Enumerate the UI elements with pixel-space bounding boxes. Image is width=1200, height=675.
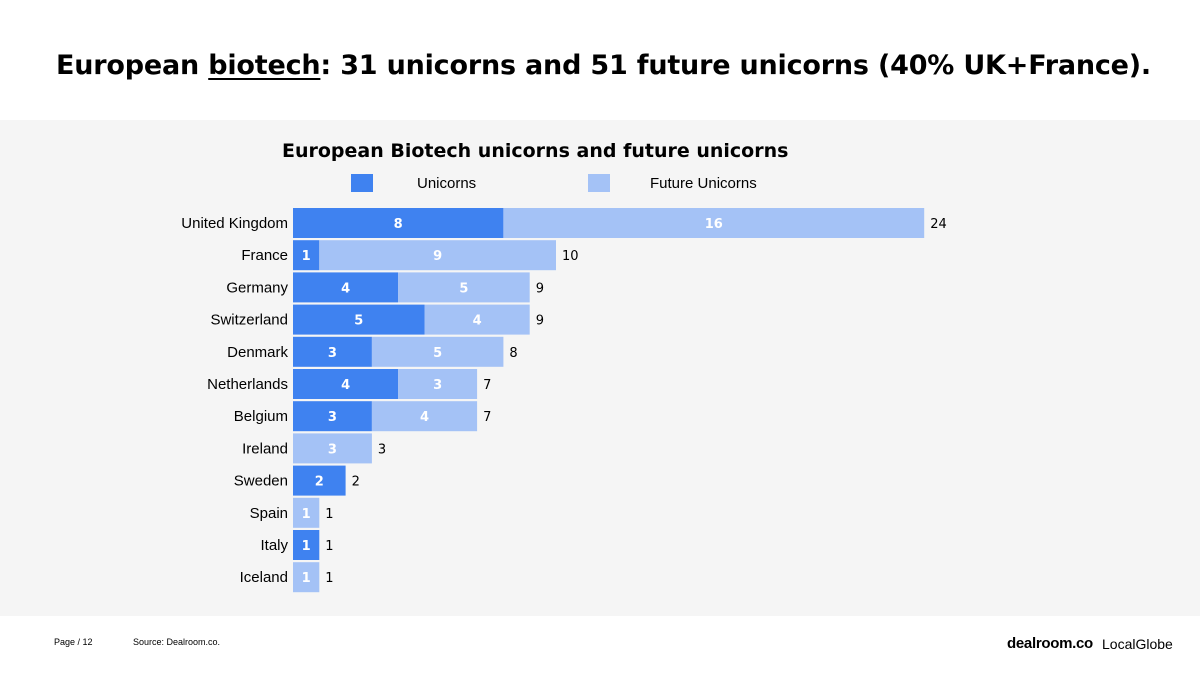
category-label: Netherlands: [207, 376, 288, 393]
bar-unicorns: [293, 304, 425, 335]
chart-title: European Biotech unicorns and future uni…: [282, 140, 789, 162]
total-label: 2: [352, 475, 360, 490]
category-label: Denmark: [227, 344, 288, 361]
headline-suffix: : 31 unicorns and 51 future unicorns (40…: [320, 50, 1151, 81]
category-label: Sweden: [234, 473, 288, 490]
headline-underlined: biotech: [208, 50, 321, 81]
dealroom-logo: dealroom.co: [1007, 635, 1093, 652]
bar-future-unicorns: [371, 401, 478, 432]
bar-unicorns: [293, 401, 372, 432]
page-number: Page / 12: [54, 637, 93, 647]
bar-unicorns: [293, 369, 399, 399]
category-label: United Kingdom: [181, 215, 288, 232]
bar-future-unicorns: [319, 240, 556, 271]
data-label-future-unicorns: 3: [433, 378, 442, 393]
data-label-unicorns: 4: [341, 281, 350, 296]
bar-unicorns: [293, 272, 399, 303]
source-note: Source: Dealroom.co.: [133, 637, 221, 647]
data-label-unicorns: 2: [315, 475, 324, 490]
bar-future-unicorns: [398, 272, 530, 303]
total-label: 7: [483, 410, 491, 425]
bar-unicorns: [293, 530, 320, 560]
data-label-unicorns: 8: [394, 217, 403, 232]
data-label-future-unicorns: 1: [302, 571, 311, 586]
bar-future-unicorns: [398, 369, 478, 399]
data-label-future-unicorns: 3: [328, 442, 337, 457]
chart-panel: [0, 120, 1200, 616]
category-label: Italy: [260, 537, 288, 554]
total-label: 1: [325, 539, 333, 554]
category-label: Iceland: [240, 569, 288, 586]
category-label: Ireland: [242, 440, 288, 457]
data-label-unicorns: 1: [302, 249, 311, 264]
category-label: Switzerland: [210, 312, 288, 329]
bar-future-unicorns: [371, 336, 504, 367]
data-label-unicorns: 3: [328, 410, 337, 425]
data-label-future-unicorns: 1: [302, 507, 311, 522]
bar-future-unicorns: [293, 433, 372, 464]
data-label-unicorns: 4: [341, 378, 350, 393]
page-headline: European biotech: 31 unicorns and 51 fut…: [56, 50, 1151, 81]
data-label-future-unicorns: 16: [705, 217, 723, 232]
data-label-unicorns: 5: [354, 314, 363, 329]
localglobe-logo: LocalGlobe: [1102, 636, 1173, 652]
data-label-unicorns: 1: [302, 539, 311, 554]
bar-future-unicorns: [424, 304, 530, 335]
total-label: 9: [536, 314, 544, 329]
total-label: 1: [325, 507, 333, 522]
bar-future-unicorns: [293, 497, 320, 528]
bar-unicorns: [293, 465, 346, 496]
bar-future-unicorns: [503, 208, 925, 238]
category-label: Germany: [226, 279, 288, 296]
legend-label-future-unicorns: Future Unicorns: [650, 175, 757, 192]
bar-unicorns: [293, 208, 504, 238]
category-label: Belgium: [234, 408, 288, 425]
total-label: 10: [562, 249, 579, 264]
data-label-future-unicorns: 4: [420, 410, 429, 425]
total-label: 24: [930, 217, 947, 232]
legend-swatch-future-unicorns: [588, 174, 610, 192]
data-label-future-unicorns: 4: [473, 314, 482, 329]
legend-swatch-unicorns: [351, 174, 373, 192]
bar-unicorns: [293, 336, 372, 367]
total-label: 1: [325, 571, 333, 586]
legend-label-unicorns: Unicorns: [417, 175, 477, 192]
data-label-future-unicorns: 9: [433, 249, 442, 264]
total-label: 7: [483, 378, 491, 393]
total-label: 8: [509, 346, 517, 361]
data-label-future-unicorns: 5: [459, 281, 468, 296]
data-label-unicorns: 3: [328, 346, 337, 361]
total-label: 3: [378, 442, 386, 457]
total-label: 9: [536, 281, 544, 296]
bar-unicorns: [293, 240, 320, 271]
data-label-future-unicorns: 5: [433, 346, 442, 361]
category-label: Spain: [250, 505, 288, 522]
headline-prefix: European: [56, 50, 209, 81]
bar-future-unicorns: [293, 562, 320, 593]
category-label: France: [241, 247, 288, 264]
